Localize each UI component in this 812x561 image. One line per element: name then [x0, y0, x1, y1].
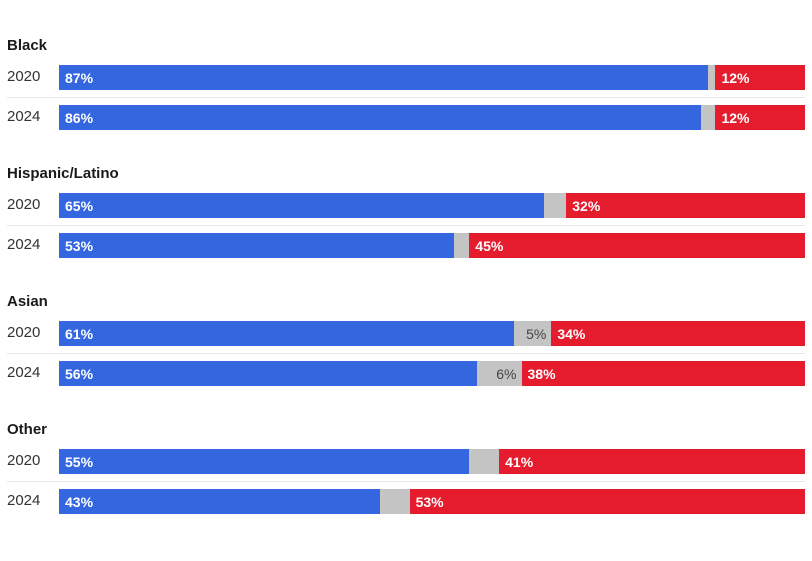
dem-value-label: 56%: [65, 365, 94, 382]
rep-value-label: 12%: [721, 69, 750, 86]
other-segment: 6%: [476, 361, 522, 386]
dem-value-label: 53%: [65, 237, 94, 254]
dem-value-label: 87%: [65, 69, 94, 86]
rep-segment: 34%: [551, 321, 805, 346]
year-label: 2020: [7, 68, 41, 85]
year-label: 2020: [7, 324, 41, 341]
row-divider: [7, 225, 805, 226]
group-label: Asian: [7, 293, 48, 310]
dem-value-label: 61%: [65, 325, 94, 342]
other-segment: [379, 489, 410, 514]
group-label: Hispanic/Latino: [7, 165, 119, 182]
dem-segment: 87%: [59, 65, 709, 90]
rep-segment: 53%: [409, 489, 805, 514]
rep-value-label: 53%: [415, 493, 444, 510]
bar-row: 43% 53%: [59, 489, 805, 514]
year-label: 2020: [7, 452, 41, 469]
year-label: 2024: [7, 364, 41, 381]
dem-segment: 65%: [59, 193, 544, 218]
other-segment: [700, 105, 716, 130]
rep-value-label: 38%: [527, 365, 556, 382]
row-divider: [7, 97, 805, 98]
bar-row: 55% 41%: [59, 449, 805, 474]
bar-row: 86% 12%: [59, 105, 805, 130]
year-label: 2024: [7, 492, 41, 509]
rep-value-label: 45%: [475, 237, 504, 254]
dem-segment: 55%: [59, 449, 470, 474]
rep-segment: 41%: [499, 449, 805, 474]
dem-segment: 86%: [59, 105, 701, 130]
year-label: 2024: [7, 108, 41, 125]
other-segment: [469, 449, 500, 474]
group-label: Black: [7, 37, 48, 54]
rep-segment: 32%: [566, 193, 805, 218]
year-label: 2020: [7, 196, 41, 213]
rep-segment: 38%: [521, 361, 805, 386]
dem-value-label: 43%: [65, 493, 94, 510]
other-segment: [454, 233, 470, 258]
dem-value-label: 55%: [65, 453, 94, 470]
row-divider: [7, 353, 805, 354]
other-segment: [708, 65, 716, 90]
bar-row: 56% 6% 38%: [59, 361, 805, 386]
year-label: 2024: [7, 236, 41, 253]
rep-segment: 45%: [469, 233, 805, 258]
rep-value-label: 41%: [505, 453, 534, 470]
bar-row: 87% 12%: [59, 65, 805, 90]
dem-segment: 53%: [59, 233, 455, 258]
other-value-label: 6%: [496, 365, 517, 382]
other-segment: 5%: [514, 321, 552, 346]
dem-segment: 61%: [59, 321, 515, 346]
group-label: Other: [7, 421, 48, 438]
row-divider: [7, 481, 805, 482]
other-segment: [543, 193, 567, 218]
dem-segment: 43%: [59, 489, 380, 514]
dem-value-label: 65%: [65, 197, 94, 214]
rep-segment: 12%: [715, 105, 805, 130]
rep-value-label: 34%: [557, 325, 586, 342]
bar-row: 53% 45%: [59, 233, 805, 258]
dem-segment: 56%: [59, 361, 477, 386]
bar-row: 61% 5% 34%: [59, 321, 805, 346]
bar-row: 65% 32%: [59, 193, 805, 218]
other-value-label: 5%: [526, 325, 547, 342]
rep-value-label: 32%: [572, 197, 601, 214]
rep-segment: 12%: [715, 65, 805, 90]
dem-value-label: 86%: [65, 109, 94, 126]
rep-value-label: 12%: [721, 109, 750, 126]
